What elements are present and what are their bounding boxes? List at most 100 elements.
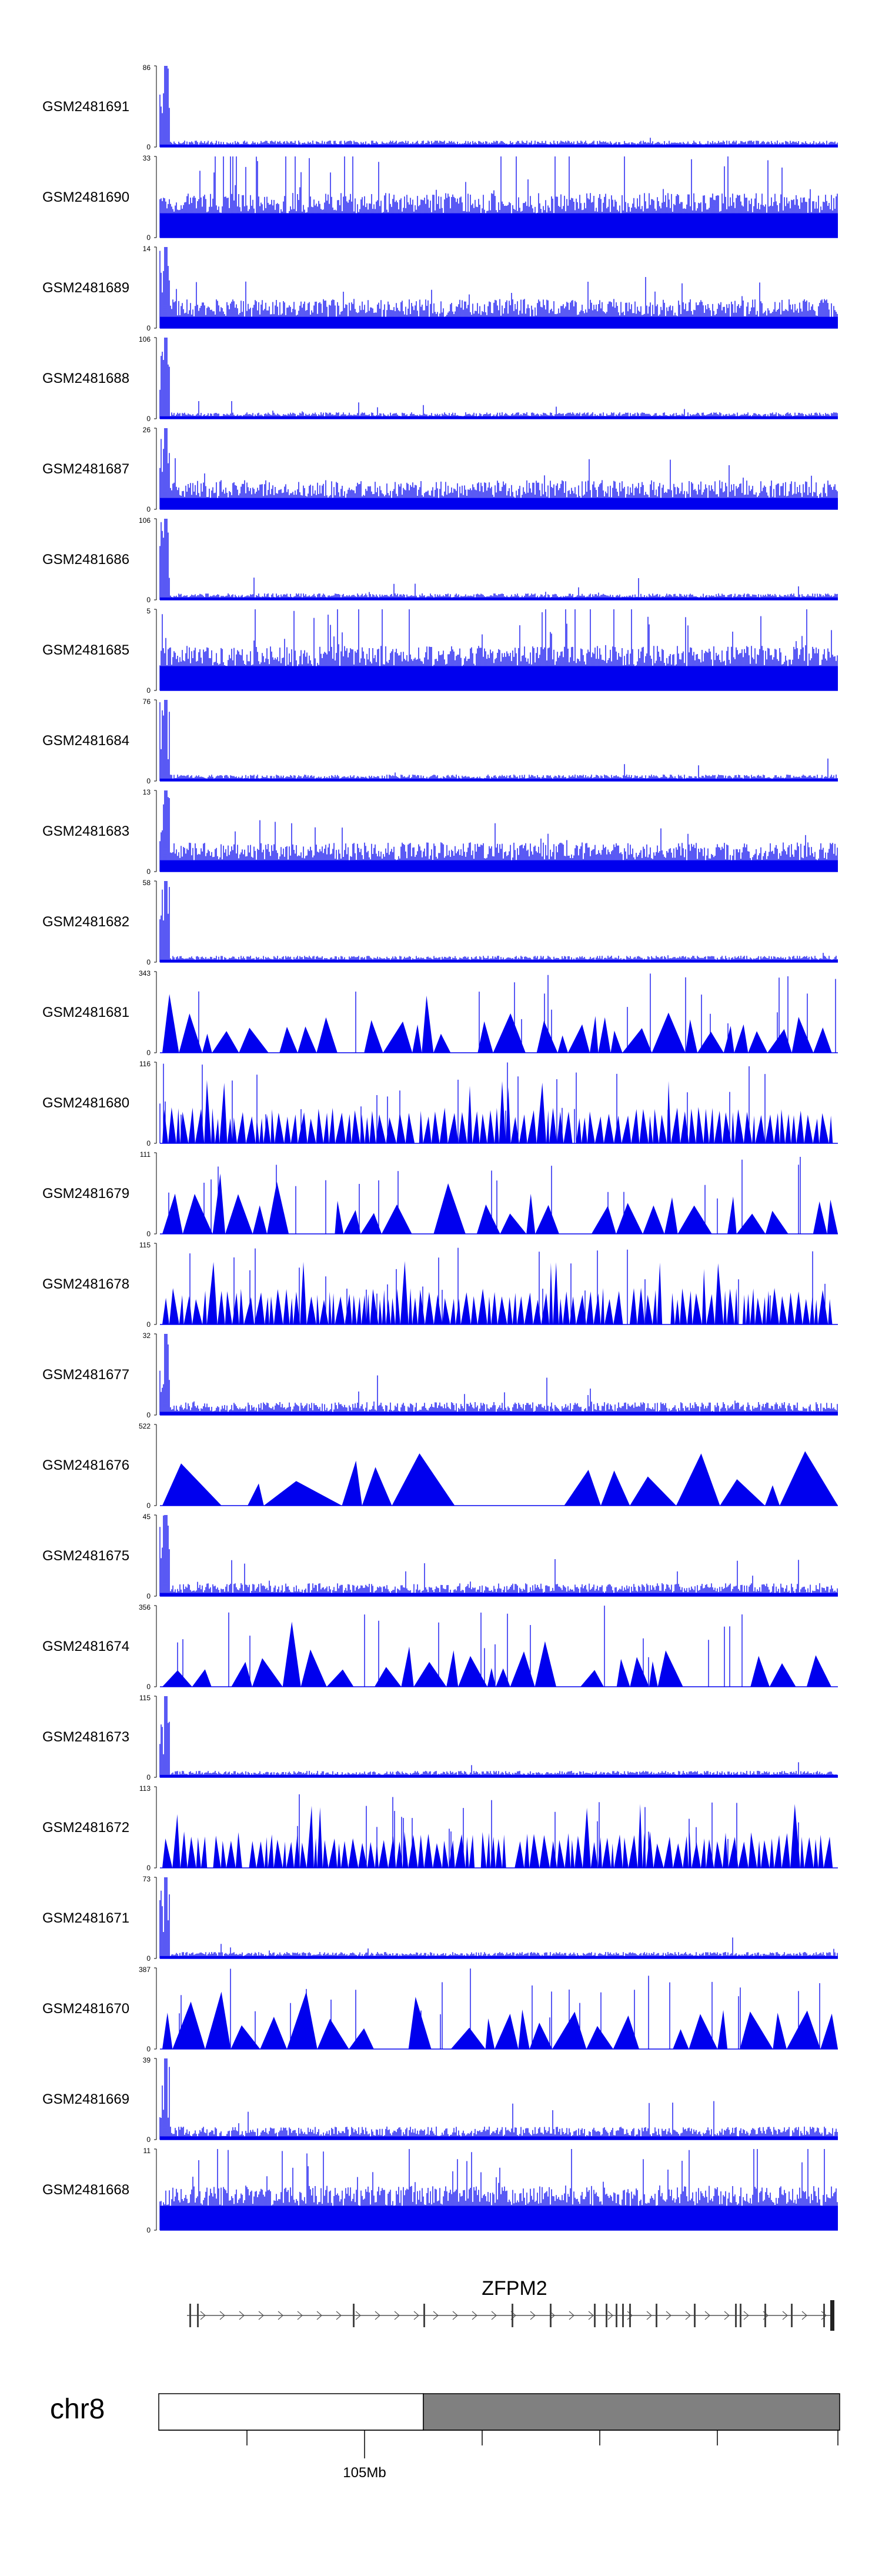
track-label: GSM2481683 <box>42 823 129 839</box>
y-min-label: 0 <box>146 596 151 604</box>
y-max-label: 39 <box>143 2056 151 2064</box>
signal-bars <box>159 247 838 328</box>
gene-exon <box>594 2304 596 2327</box>
track-GSM2481677: GSM2481677 32 0 <box>42 1332 838 1419</box>
track-label: GSM2481676 <box>42 1457 129 1473</box>
signal-spikes <box>297 1794 799 1868</box>
y-max-label: 113 <box>139 1784 151 1793</box>
y-min-label: 0 <box>146 686 151 695</box>
position-axis-ticks <box>246 2430 838 2458</box>
gene-exon <box>197 2304 199 2327</box>
chromosome-band-dark <box>423 2393 840 2431</box>
gene-exon <box>629 2304 631 2327</box>
y-max-label: 343 <box>139 969 151 977</box>
signal-bars <box>159 1334 838 1415</box>
y-max-label: 11 <box>143 2147 151 2155</box>
track-GSM2481671: GSM2481671 73 0 <box>42 1875 838 1963</box>
y-max-label: 115 <box>139 1694 151 1702</box>
gene-exon <box>550 2304 552 2327</box>
y-min-label: 0 <box>146 505 151 513</box>
track-label: GSM2481673 <box>42 1729 129 1745</box>
track-GSM2481682: GSM2481682 58 0 <box>42 879 838 966</box>
gene-exon <box>353 2304 355 2327</box>
track-label: GSM2481689 <box>42 280 129 296</box>
y-max-label: 522 <box>139 1422 151 1430</box>
signal-bars <box>159 519 838 600</box>
track-label: GSM2481668 <box>42 2182 129 2198</box>
track-label: GSM2481674 <box>42 1639 129 1654</box>
track-GSM2481683: GSM2481683 13 0 <box>42 788 838 876</box>
y-min-label: 0 <box>146 1773 151 1781</box>
signal-bars <box>159 1696 838 1777</box>
y-max-label: 13 <box>143 788 151 796</box>
gene-name: ZFPM2 <box>482 2277 547 2300</box>
y-max-label: 5 <box>146 607 151 615</box>
track-GSM2481670: GSM2481670 387 0 <box>42 1966 838 2053</box>
track-label: GSM2481686 <box>42 552 129 568</box>
track-GSM2481679: GSM2481679 111 0 <box>42 1150 838 1238</box>
track-label: GSM2481681 <box>42 1005 129 1020</box>
signal-spikes <box>189 1247 826 1324</box>
y-max-label: 33 <box>143 154 151 162</box>
signal-bars <box>159 66 838 147</box>
y-min-label: 0 <box>146 958 151 966</box>
y-min-label: 0 <box>146 867 151 876</box>
signal-spikes <box>179 1968 820 2049</box>
gene-exon <box>423 2304 425 2327</box>
y-min-label: 0 <box>146 777 151 785</box>
y-min-label: 0 <box>146 1864 151 1872</box>
track-GSM2481669: GSM2481669 39 0 <box>42 2056 838 2144</box>
track-GSM2481681: GSM2481681 343 0 <box>42 969 838 1057</box>
track-label: GSM2481688 <box>42 371 129 386</box>
gene-exon <box>606 2304 607 2327</box>
track-label: GSM2481684 <box>42 733 129 749</box>
y-min-label: 0 <box>146 233 151 242</box>
signal-area <box>162 1080 833 1143</box>
gene-track: ZFPM2 <box>187 2277 834 2331</box>
track-GSM2481675: GSM2481675 45 0 <box>42 1513 838 1600</box>
signal-area <box>162 1173 838 1234</box>
y-min-label: 0 <box>146 1049 151 1057</box>
y-max-label: 73 <box>143 1875 151 1883</box>
track-GSM2481690: GSM2481690 33 0 <box>42 154 838 242</box>
y-min-label: 0 <box>146 1411 151 1419</box>
gene-exon <box>189 2304 191 2327</box>
y-min-label: 0 <box>146 324 151 332</box>
y-max-label: 106 <box>139 335 151 343</box>
track-label: GSM2481670 <box>42 2001 129 2017</box>
signal-area <box>162 994 832 1053</box>
signal-bars <box>159 2149 838 2230</box>
y-max-label: 356 <box>139 1603 151 1611</box>
track-GSM2481684: GSM2481684 76 0 <box>42 698 838 785</box>
signal-bars <box>159 609 838 690</box>
track-label: GSM2481691 <box>42 99 129 115</box>
signal-bars <box>159 1515 838 1596</box>
y-max-label: 76 <box>143 698 151 706</box>
track-label: GSM2481690 <box>42 189 129 205</box>
track-label: GSM2481679 <box>42 1186 129 1202</box>
y-min-label: 0 <box>146 2226 151 2234</box>
gene-strand-arrows <box>200 2311 827 2320</box>
y-max-label: 387 <box>139 1966 151 1974</box>
signal-spikes <box>198 973 836 1053</box>
signal-spikes <box>168 1157 801 1234</box>
track-GSM2481673: GSM2481673 115 0 <box>42 1694 838 1781</box>
gene-exon <box>656 2304 657 2327</box>
y-max-label: 26 <box>143 426 151 434</box>
signal-spikes <box>159 1062 766 1143</box>
track-GSM2481674: GSM2481674 356 0 <box>42 1603 838 1691</box>
track-label: GSM2481677 <box>42 1367 129 1383</box>
track-label: GSM2481682 <box>42 914 129 930</box>
track-GSM2481691: GSM2481691 86 0 <box>42 64 838 151</box>
track-GSM2481676: GSM2481676 522 0 <box>42 1422 838 1510</box>
y-min-label: 0 <box>146 1320 151 1329</box>
signal-bars <box>159 881 838 962</box>
gene-exon <box>823 2304 825 2327</box>
y-max-label: 45 <box>143 1513 151 1521</box>
gene-exon <box>764 2304 766 2327</box>
signal-bars <box>159 790 838 872</box>
track-GSM2481672: GSM2481672 113 0 <box>42 1784 838 1872</box>
chromosome-ideogram: chr8 105Mb <box>50 2393 840 2481</box>
track-GSM2481687: GSM2481687 26 0 <box>42 426 838 513</box>
